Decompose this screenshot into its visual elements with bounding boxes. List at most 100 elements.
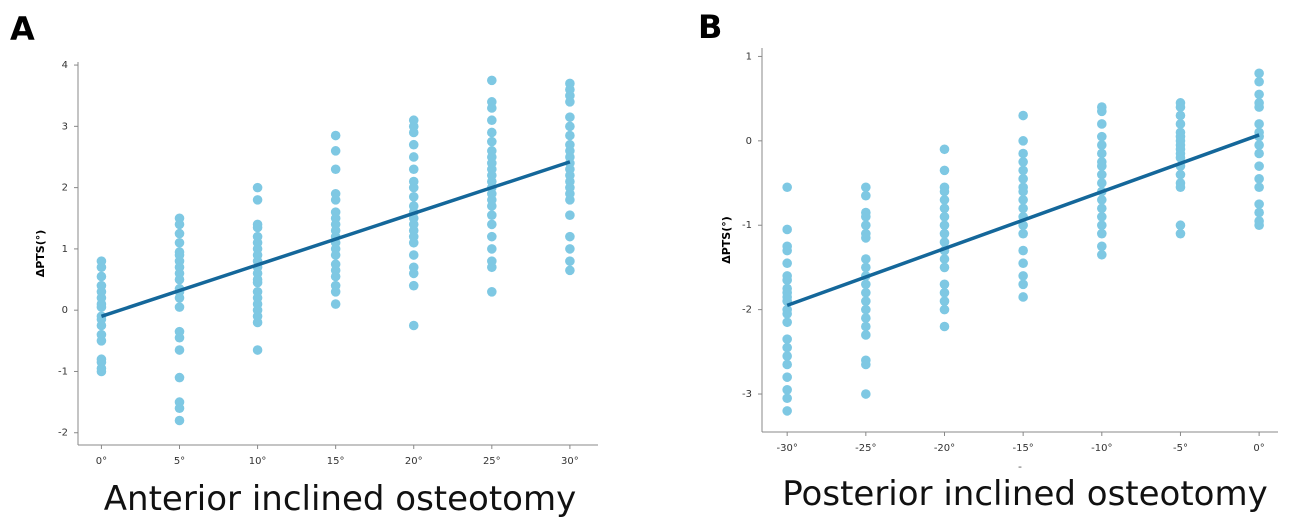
data-point (174, 228, 185, 239)
data-point (487, 115, 497, 126)
data-point (939, 195, 950, 205)
data-point (96, 366, 107, 377)
data-point (96, 302, 107, 312)
data-point (861, 211, 871, 222)
data-point (1018, 203, 1028, 214)
data-point (96, 336, 107, 346)
data-point (487, 136, 497, 147)
x-tick-label: 30° (561, 456, 579, 467)
data-point (782, 245, 792, 256)
x-tick-label: -5° (1173, 443, 1188, 454)
y-tick-label: -1 (742, 220, 752, 231)
data-point (861, 262, 871, 273)
data-point (861, 254, 871, 264)
data-point (1097, 220, 1107, 231)
data-point (939, 165, 950, 176)
data-point (174, 274, 185, 285)
data-point (1097, 228, 1107, 239)
y-tick-label: -2 (58, 428, 68, 439)
data-point (782, 317, 792, 328)
data-point (939, 144, 950, 155)
panel-label: A (10, 10, 35, 48)
panel-label: B (698, 8, 722, 46)
data-point (1018, 148, 1028, 159)
data-point (939, 262, 950, 273)
data-point (861, 279, 871, 290)
data-point (565, 195, 575, 205)
data-point (861, 389, 871, 399)
data-point (1175, 119, 1186, 129)
fit-line (786, 133, 1260, 308)
data-point (1254, 119, 1264, 129)
x-tick-label: -30° (776, 443, 797, 454)
data-point (1254, 76, 1264, 87)
data-point (939, 254, 950, 264)
data-point (939, 186, 950, 197)
data-point (487, 210, 497, 220)
data-point (487, 219, 497, 230)
data-point (252, 345, 263, 355)
data-point (408, 152, 419, 162)
data-point (330, 195, 341, 205)
data-point (1097, 241, 1107, 252)
data-point (408, 139, 419, 150)
data-point (861, 313, 871, 323)
data-point (330, 287, 341, 297)
data-point (782, 334, 792, 344)
data-point (565, 130, 575, 141)
data-point (1018, 292, 1028, 302)
data-point (174, 345, 185, 355)
data-point (96, 320, 107, 331)
x-tick-label: 0° (1253, 443, 1264, 454)
data-point (174, 302, 185, 312)
data-point (565, 121, 575, 132)
data-point (174, 332, 185, 343)
x-tick-label: -15° (1012, 443, 1033, 454)
data-point (861, 190, 871, 201)
data-point (861, 296, 871, 306)
data-point (1254, 161, 1264, 171)
data-point (252, 277, 263, 288)
data-point (565, 112, 575, 122)
data-point (330, 271, 341, 282)
data-point (487, 103, 497, 113)
data-point (1097, 148, 1107, 159)
data-point (1175, 220, 1186, 231)
data-point (939, 304, 950, 315)
data-point (1018, 157, 1028, 167)
data-point (1018, 174, 1028, 184)
data-point (861, 182, 871, 193)
data-point (252, 182, 263, 193)
data-point (939, 287, 950, 298)
data-point (1175, 152, 1186, 163)
data-point (330, 299, 341, 309)
data-point (174, 415, 185, 426)
y-axis-label: ΔPTS(°) (720, 216, 733, 264)
data-point (408, 192, 419, 202)
data-point (487, 287, 497, 297)
data-point (1254, 148, 1264, 159)
data-point (565, 265, 575, 276)
x-tick-label: -25° (855, 443, 876, 454)
y-tick-label: 1 (746, 51, 752, 62)
data-point (1097, 140, 1107, 150)
data-point (1097, 195, 1107, 205)
data-point (782, 359, 792, 370)
data-point (174, 403, 185, 414)
data-point (1254, 199, 1264, 209)
y-tick-label: 1 (62, 244, 68, 255)
data-point (1254, 220, 1264, 231)
data-point (1097, 161, 1107, 171)
data-point (861, 287, 871, 298)
data-point (1097, 249, 1107, 260)
y-tick-label: -1 (58, 366, 68, 377)
data-point (939, 321, 950, 332)
data-point (782, 351, 792, 361)
data-point (861, 304, 871, 315)
data-point (1097, 131, 1107, 142)
data-point (487, 75, 497, 86)
y-tick-label: -2 (742, 305, 752, 316)
data-point (939, 237, 950, 247)
